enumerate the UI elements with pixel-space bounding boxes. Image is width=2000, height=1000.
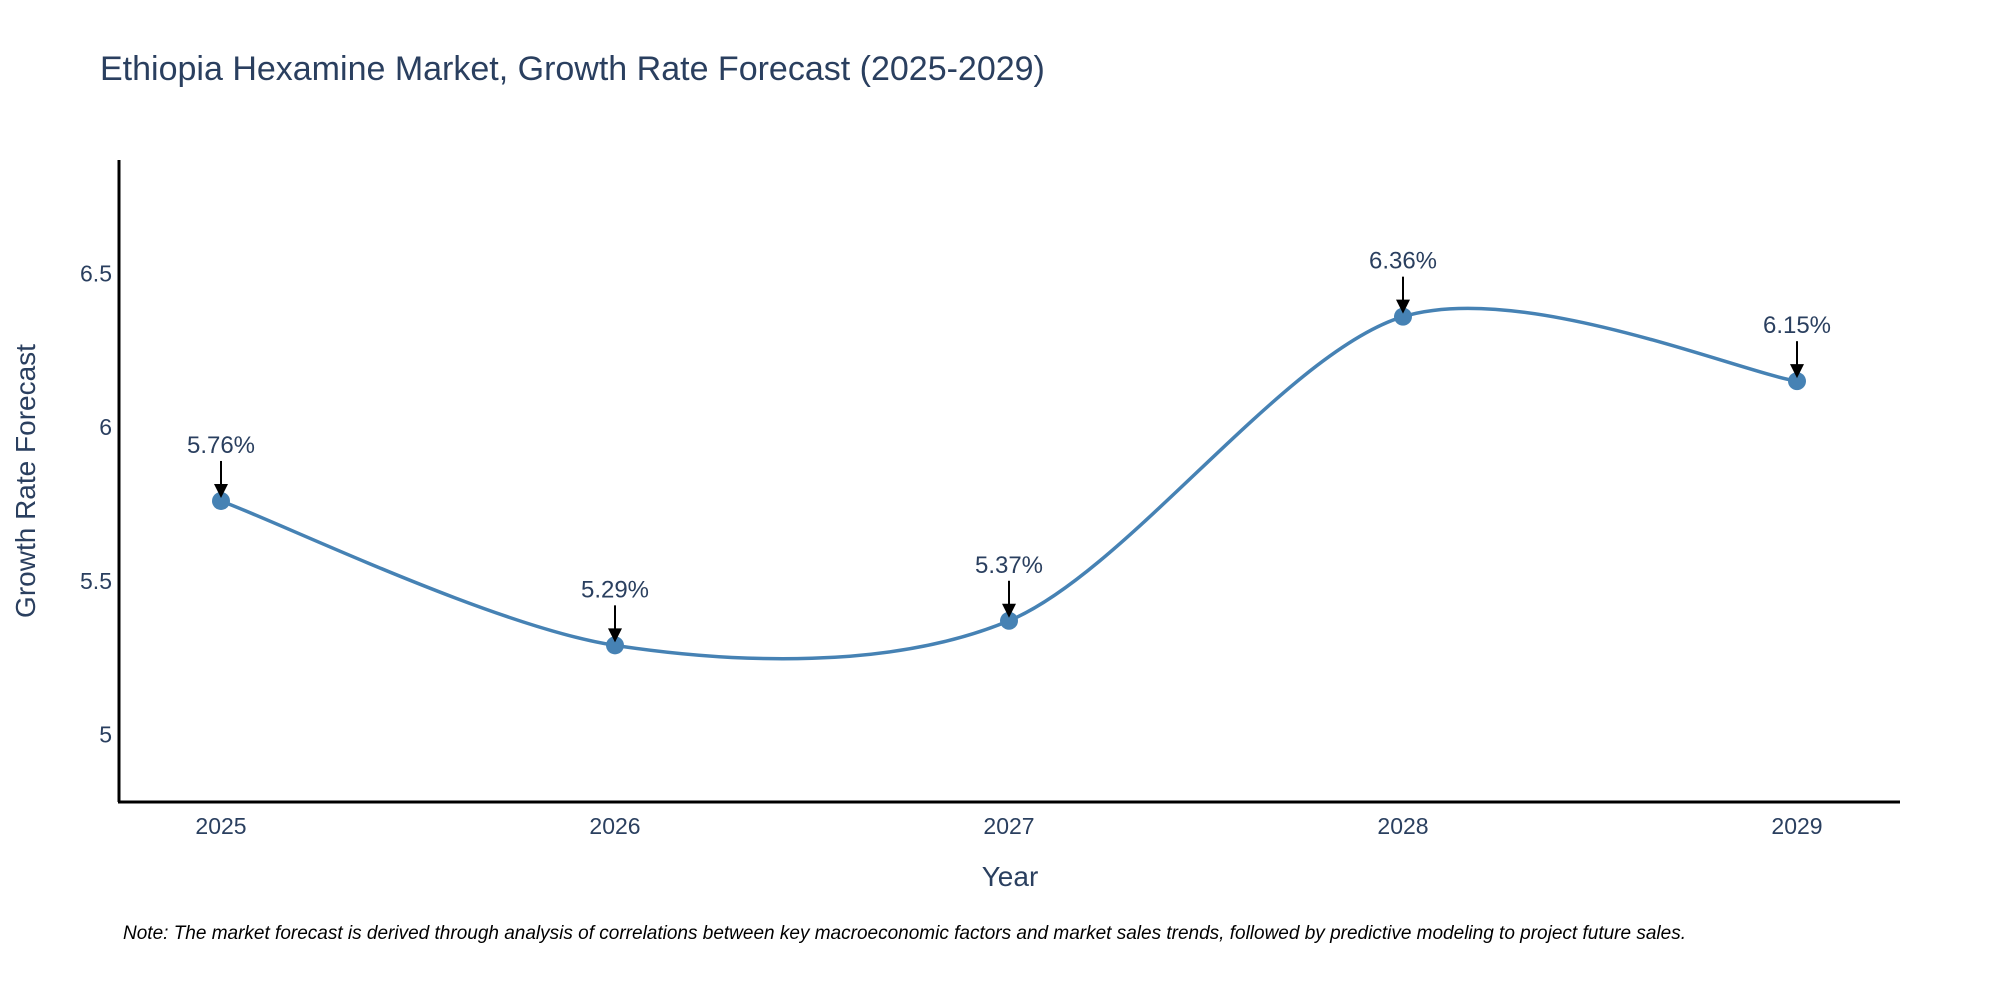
footnote: Note: The market forecast is derived thr… — [123, 923, 1686, 944]
x-axis-ticks: 2025 2026 2027 2028 2029 — [195, 813, 1822, 839]
data-label: 5.76% — [187, 432, 255, 459]
data-label: 6.36% — [1369, 248, 1437, 275]
annotation-arrowhead — [214, 483, 228, 498]
data-label: 6.15% — [1763, 312, 1831, 339]
x-tick-label: 2029 — [1771, 813, 1822, 839]
x-tick-label: 2026 — [589, 813, 640, 839]
data-label: 5.29% — [581, 576, 649, 603]
data-annotations: 5.76% 5.29% 5.37% 6.36% 6.15% — [187, 248, 1831, 643]
y-axis-ticks: 5 5.5 6 6.5 — [80, 261, 112, 748]
data-label-annotation: 5.76% — [187, 432, 255, 498]
data-point — [1394, 307, 1412, 326]
chart-title: Ethiopia Hexamine Market, Growth Rate Fo… — [100, 50, 1045, 88]
y-tick-label: 6.5 — [80, 261, 112, 287]
y-tick-label: 5 — [99, 721, 112, 747]
x-tick-label: 2028 — [1377, 813, 1428, 839]
data-point — [1000, 611, 1018, 630]
annotation-arrowhead — [1396, 299, 1410, 314]
annotation-arrowhead — [1790, 364, 1804, 379]
data-label-annotation: 6.15% — [1763, 312, 1831, 379]
y-tick-label: 5.5 — [80, 568, 112, 594]
annotation-arrowhead — [1002, 603, 1016, 618]
data-label-annotation: 6.36% — [1369, 248, 1437, 314]
data-point — [606, 636, 624, 655]
x-tick-label: 2025 — [195, 813, 246, 839]
data-label-annotation: 5.37% — [975, 552, 1043, 618]
x-tick-label: 2027 — [983, 813, 1034, 839]
y-axis-title: Growth Rate Forecast — [10, 344, 41, 618]
data-label-annotation: 5.29% — [581, 576, 649, 643]
annotation-arrowhead — [608, 628, 622, 643]
data-points — [212, 307, 1806, 655]
data-point — [1788, 372, 1806, 391]
data-label: 5.37% — [975, 552, 1043, 579]
data-point — [212, 491, 230, 510]
x-axis-title: Year — [982, 861, 1039, 892]
y-tick-label: 6 — [99, 414, 112, 440]
